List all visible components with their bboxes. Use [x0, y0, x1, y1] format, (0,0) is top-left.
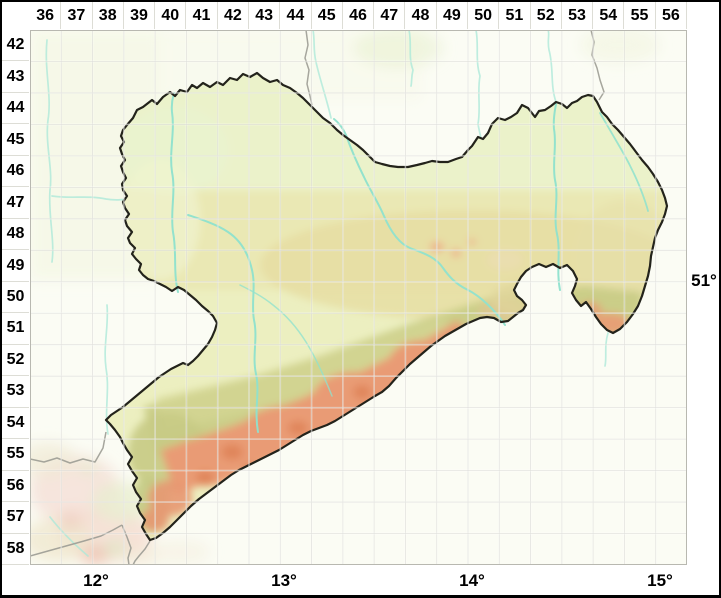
col-label-53: 53 [562, 2, 594, 29]
row-label-47: 47 [2, 187, 29, 219]
row-label-51: 51 [2, 313, 29, 345]
row-label-44: 44 [2, 93, 29, 125]
col-label-56: 56 [656, 2, 687, 29]
row-label-55: 55 [2, 439, 29, 471]
col-label-47: 47 [374, 2, 406, 29]
row-label-43: 43 [2, 61, 29, 93]
row-label-50: 50 [2, 282, 29, 314]
col-label-45: 45 [312, 2, 343, 29]
col-label-48: 48 [405, 2, 437, 29]
row-label-42: 42 [2, 30, 29, 62]
neisse-river [599, 112, 649, 212]
row-label-48: 48 [2, 219, 29, 251]
col-label-51: 51 [499, 2, 531, 29]
saxony-map-svg [30, 30, 687, 565]
col-label-46: 46 [343, 2, 375, 29]
row-label-46: 46 [2, 156, 29, 188]
col-label-52: 52 [531, 2, 562, 29]
col-label-49: 49 [437, 2, 468, 29]
col-label-50: 50 [468, 2, 500, 29]
row-label-58: 58 [2, 534, 29, 565]
map-frame-line [30, 30, 687, 565]
grid-lines-layer [30, 30, 687, 565]
row-label-56: 56 [2, 471, 29, 503]
zwickauer-mulde-river [187, 214, 259, 433]
col-label-54: 54 [593, 2, 625, 29]
col-label-38: 38 [93, 2, 124, 29]
col-label-39: 39 [124, 2, 156, 29]
lon-label-0: 12° [83, 571, 109, 590]
row-label-57: 57 [2, 502, 29, 534]
lon-label-1: 13° [271, 571, 297, 590]
col-label-36: 36 [30, 2, 62, 29]
lon-label-2: 14° [459, 571, 485, 590]
col-label-43: 43 [249, 2, 281, 29]
row-label-45: 45 [2, 124, 29, 156]
row-label-54: 54 [2, 408, 29, 440]
outside-rivers-layer [45, 30, 609, 557]
latitude-label: 51° [691, 271, 717, 290]
corner-cell [2, 2, 30, 29]
col-label-41: 41 [186, 2, 218, 29]
col-label-40: 40 [155, 2, 187, 29]
lon-label-3: 15° [647, 571, 673, 590]
col-label-42: 42 [218, 2, 249, 29]
freiberger-mulde-river [239, 284, 333, 397]
row-label-52: 52 [2, 345, 29, 377]
col-label-37: 37 [61, 2, 93, 29]
col-label-55: 55 [624, 2, 656, 29]
map-area [30, 30, 687, 565]
row-label-53: 53 [2, 376, 29, 408]
row-label-49: 49 [2, 250, 29, 282]
col-label-44: 44 [280, 2, 312, 29]
